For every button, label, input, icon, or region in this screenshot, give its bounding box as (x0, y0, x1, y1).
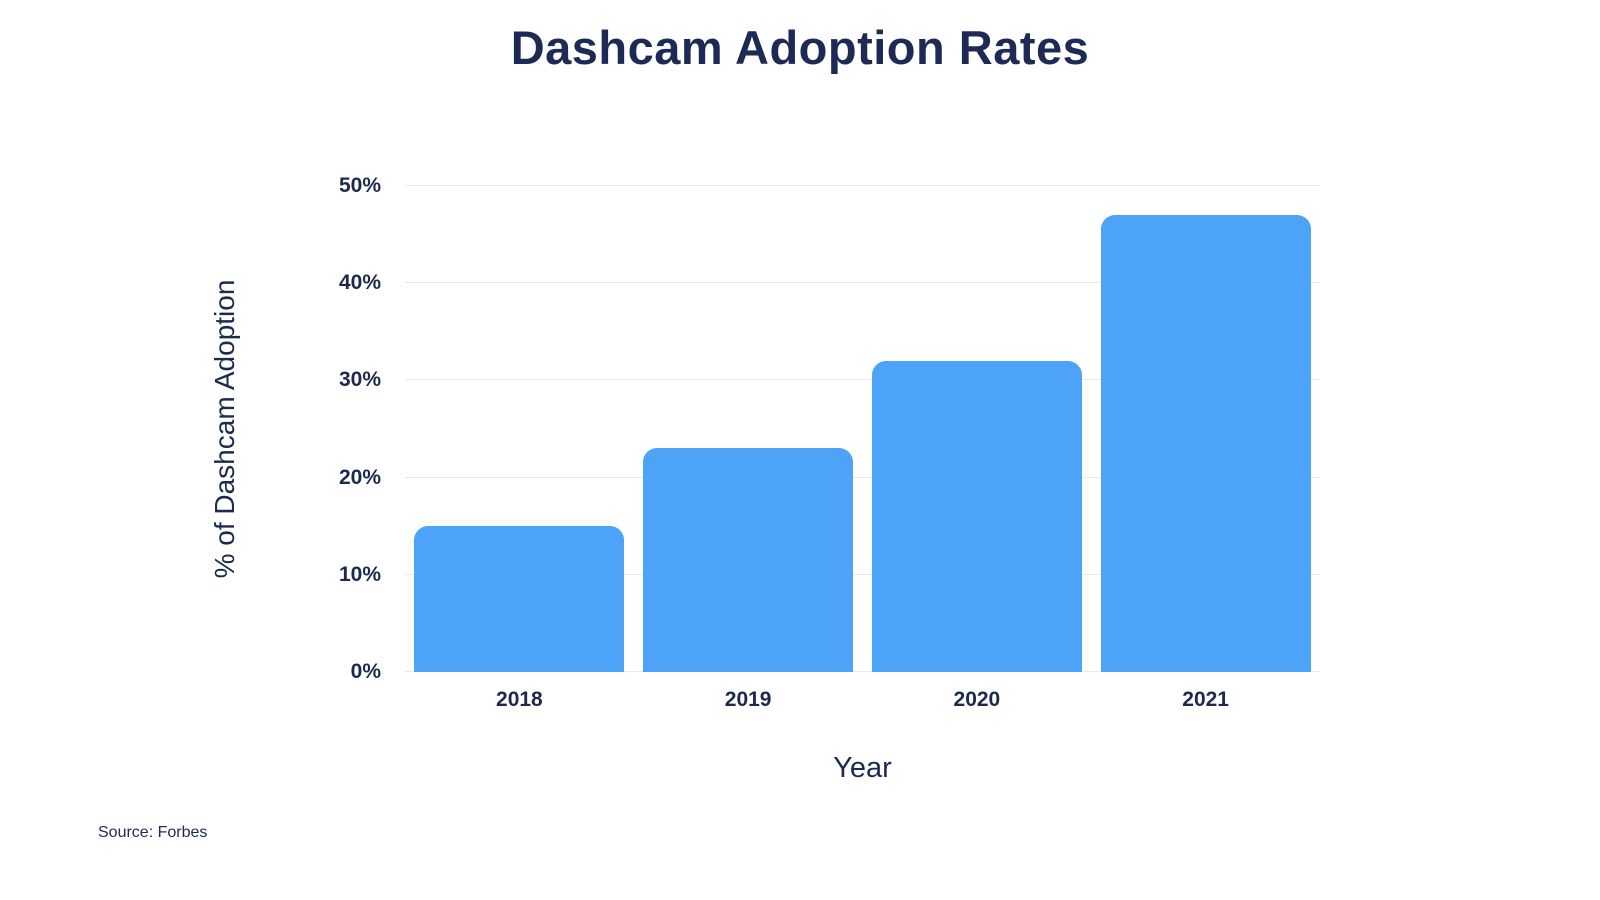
bar-2019 (643, 448, 854, 672)
y-tick-label-0: 0% (350, 660, 381, 683)
y-tick-label-20: 20% (338, 465, 381, 489)
y-tick-label-30: 30% (338, 368, 381, 392)
x-tick-label-2021: 2021 (1182, 688, 1229, 711)
x-axis-title: Year (833, 752, 892, 784)
bar-slot-2018 (405, 186, 634, 672)
gridline-0 (405, 671, 1320, 672)
bar-2018 (414, 526, 625, 672)
y-axis-tick-labels: 0% 10% 20% 30% 40% 50% (0, 174, 393, 683)
bar-2021 (1100, 215, 1311, 672)
bar-slot-2021 (1091, 186, 1320, 672)
bar-slot-2020 (863, 186, 1092, 672)
gridline-10 (405, 573, 1320, 575)
bar-2020 (871, 360, 1082, 672)
x-tick-label-2020: 2020 (953, 688, 1001, 711)
x-axis-tick-labels: 2018 2019 2020 2021 (405, 672, 1320, 712)
gridline-30 (405, 379, 1320, 381)
x-tick-label-2018: 2018 (496, 688, 543, 711)
gridline-50 (405, 185, 1320, 186)
gridline-20 (405, 476, 1320, 478)
gridline-40 (405, 282, 1320, 284)
y-tick-label-50: 50% (338, 174, 381, 197)
y-tick-label-10: 10% (338, 562, 381, 586)
bar-slot-2019 (634, 186, 863, 672)
plot-area (405, 185, 1320, 672)
source-note: Source: Forbes (98, 824, 208, 841)
x-tick-label-2019: 2019 (724, 688, 772, 711)
bar-series (405, 186, 1320, 672)
y-tick-label-40: 40% (338, 271, 381, 295)
chart-title: Dashcam Adoption Rates (510, 21, 1090, 74)
